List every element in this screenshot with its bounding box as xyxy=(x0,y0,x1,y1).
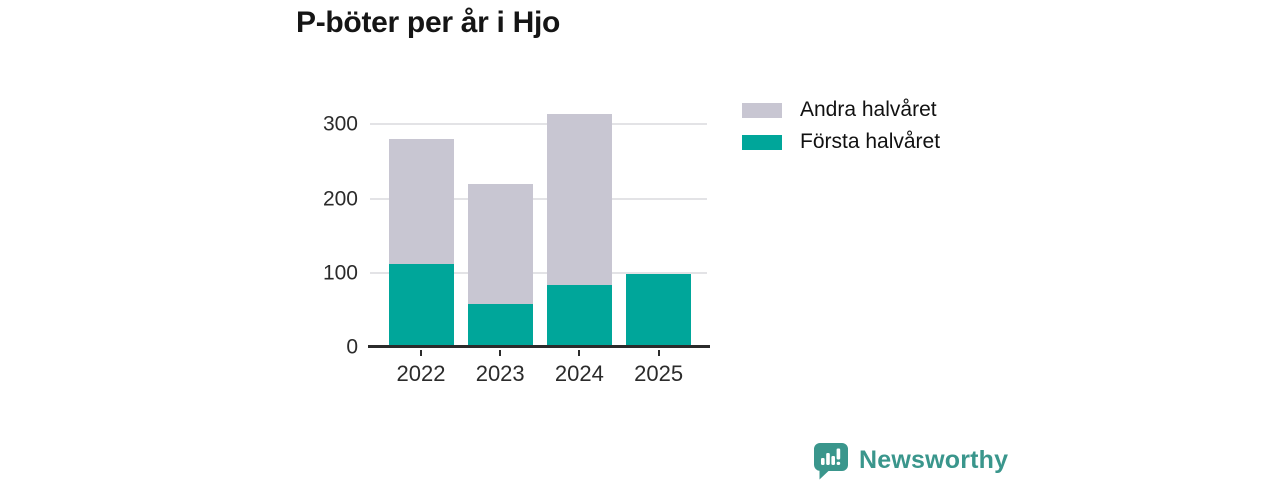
bar-chart-speech-bubble-icon xyxy=(814,443,848,480)
x-axis-line xyxy=(368,345,710,348)
x-axis-tick-label: 2023 xyxy=(475,361,525,386)
legend-swatch-andra-halvaret xyxy=(742,102,782,118)
newsworthy-logo: Newsworthy xyxy=(812,441,1008,480)
bar-segment-2022 xyxy=(388,263,454,347)
gridline-y-100 xyxy=(370,271,707,274)
x-axis-tick xyxy=(578,350,581,356)
y-axis-tick-label: 0 xyxy=(346,335,358,359)
legend: Andra halvåret Första halvåret xyxy=(742,97,940,161)
legend-item-forsta-halvaret: Första halvåret xyxy=(742,129,940,155)
gridline-y-200 xyxy=(370,197,707,200)
x-axis-tick-label: 2024 xyxy=(554,361,604,386)
y-axis-tick-label: 200 xyxy=(322,187,358,211)
newsworthy-wordmark: Newsworthy xyxy=(859,446,1009,474)
legend-swatch-forsta-halvaret xyxy=(742,134,782,150)
y-axis-tick-label: 300 xyxy=(322,112,358,136)
chart-title: P-böter per år i Hjo xyxy=(296,6,561,39)
plot-area: 0 100 200 300 2022 2023 2024 2025 xyxy=(323,102,710,386)
x-axis-tick xyxy=(420,350,422,356)
x-axis-tick xyxy=(499,350,502,356)
legend-label-andra-halvaret: Andra halvåret xyxy=(800,98,937,121)
legend-item-andra-halvaret: Andra halvåret xyxy=(742,97,940,123)
x-axis-tick xyxy=(657,350,660,356)
legend-label-forsta-halvaret: Första halvåret xyxy=(800,130,941,153)
bar-segment-2024 xyxy=(546,113,612,285)
y-axis-tick-label: 100 xyxy=(322,261,358,285)
bar-segment-2022 xyxy=(388,139,454,264)
bar-segment-2023 xyxy=(467,303,533,347)
gridline-y-300 xyxy=(370,123,707,126)
x-axis-tick-label: 2022 xyxy=(396,361,446,386)
bar-segment-2025 xyxy=(626,273,692,347)
x-axis-tick-label: 2025 xyxy=(634,361,684,386)
bar-segment-2024 xyxy=(546,284,612,347)
bar-segment-2023 xyxy=(467,183,533,304)
